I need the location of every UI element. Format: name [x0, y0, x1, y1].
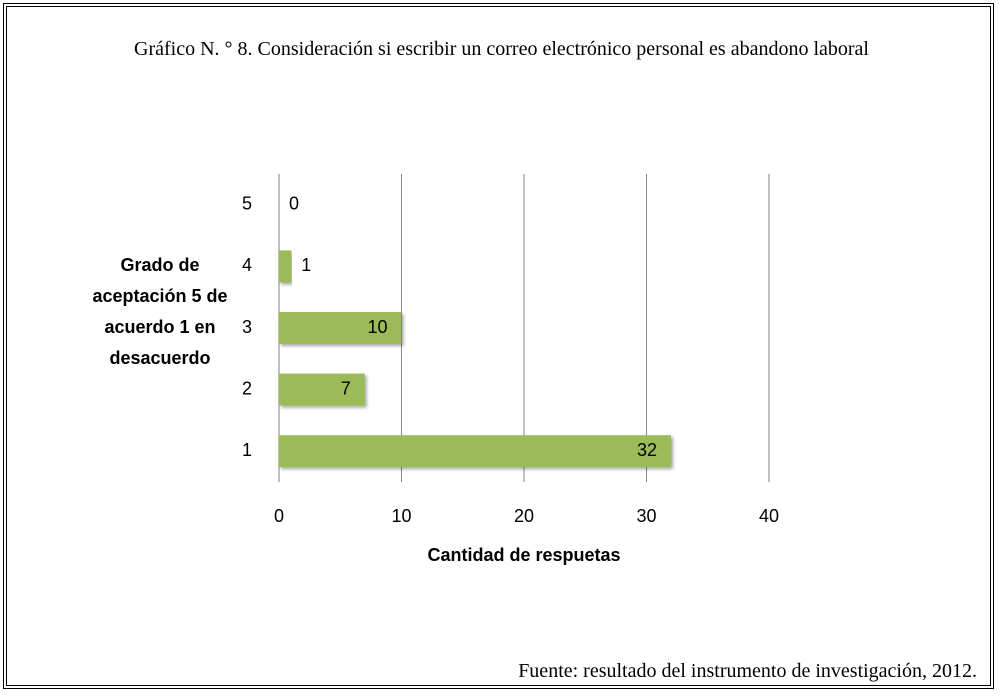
y-axis-label: Grado de aceptación 5 de acuerdo 1 en de… [92, 255, 228, 368]
data-label: 7 [341, 378, 351, 398]
bar [279, 373, 365, 406]
bar [279, 435, 671, 468]
y-tick-label: 2 [242, 378, 252, 398]
x-tick-label: 30 [636, 506, 656, 526]
chart-title: Gráfico N. ° 8. Consideración si escribi… [134, 38, 869, 60]
y-tick-label: 5 [242, 194, 252, 214]
data-label: 0 [289, 194, 299, 214]
source-note: Fuente: resultado del instrumento de inv… [518, 660, 977, 682]
y-tick-label: 1 [242, 440, 252, 460]
bar [279, 250, 292, 283]
x-axis-label: Cantidad de respuetas [427, 545, 620, 565]
bar [279, 312, 402, 344]
frame [3, 3, 994, 689]
data-label: 10 [367, 317, 387, 337]
x-tick-label: 40 [759, 506, 779, 526]
x-tick-label: 20 [514, 506, 534, 526]
data-label: 32 [637, 440, 657, 460]
y-tick-label: 3 [242, 317, 252, 337]
data-label: 1 [301, 255, 311, 275]
y-tick-label: 4 [242, 255, 252, 275]
x-tick-label: 0 [274, 506, 284, 526]
x-tick-label: 10 [391, 506, 411, 526]
